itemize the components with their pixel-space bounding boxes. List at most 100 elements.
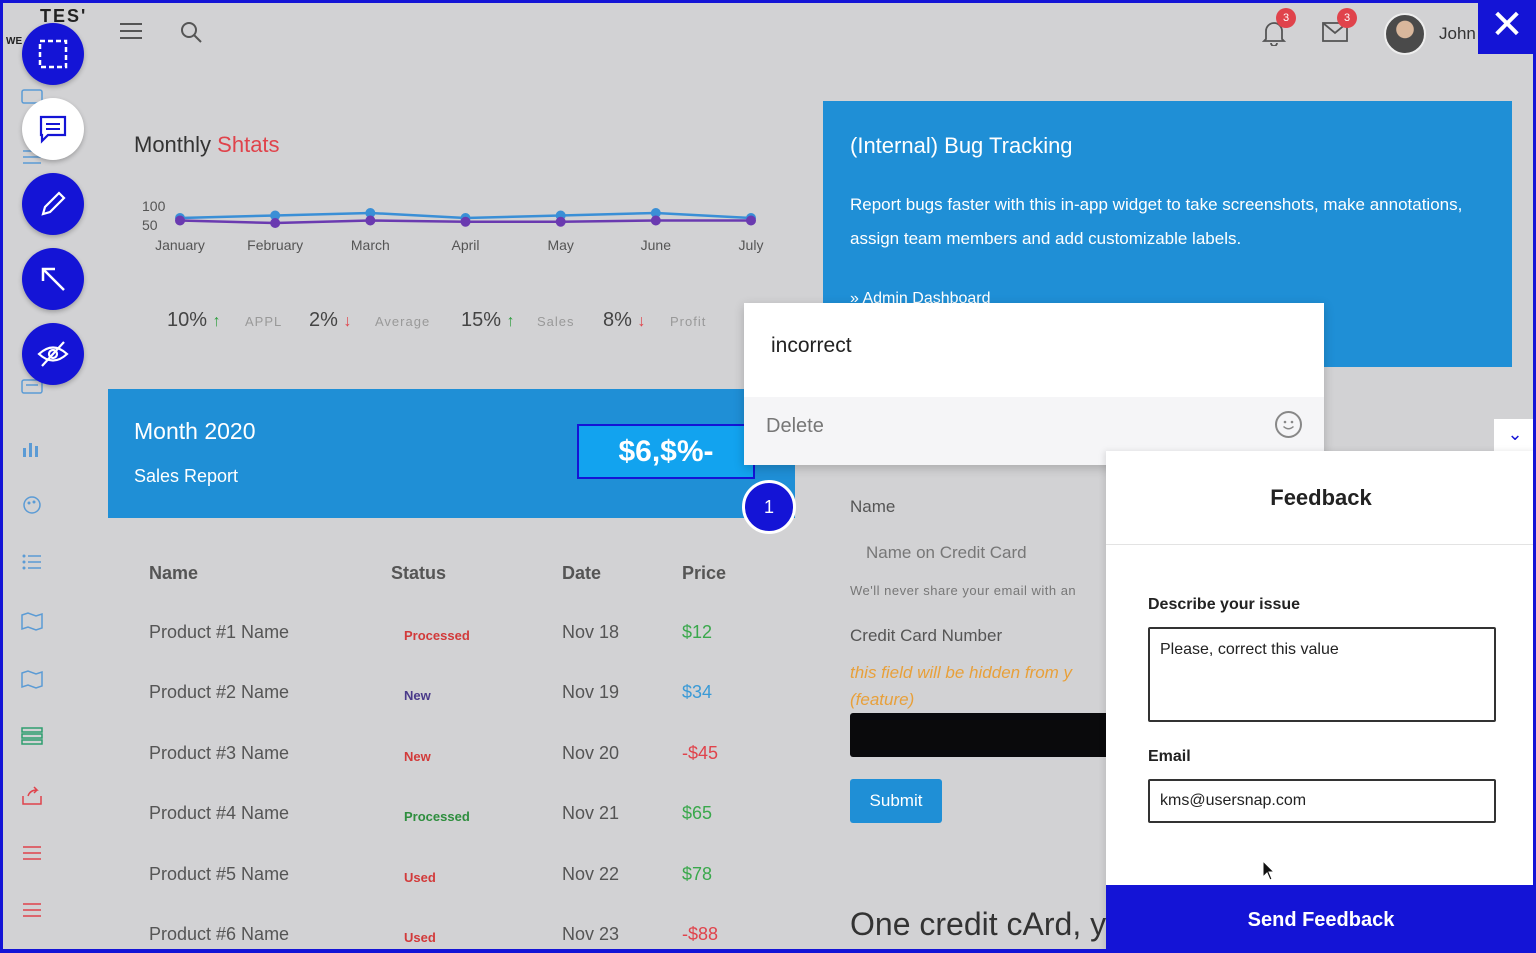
table-row[interactable]: Product #3 Name New Nov 20 -$45 bbox=[0, 743, 760, 803]
avatar[interactable] bbox=[1384, 13, 1426, 55]
table-header-price: Price bbox=[682, 563, 727, 583]
kpi-profit-value: 8% ↓ bbox=[603, 309, 645, 332]
kpi-sales-value: 15% ↑ bbox=[461, 309, 515, 332]
arrow-up-icon: ↑ bbox=[506, 313, 515, 330]
product-date: Nov 20 bbox=[562, 743, 620, 763]
close-button[interactable]: ✕ bbox=[1478, 0, 1536, 54]
red-list-icon[interactable] bbox=[20, 843, 46, 863]
table-row[interactable]: Product #6 Name Used Nov 23 -$88 bbox=[0, 924, 760, 953]
send-feedback-button[interactable]: Send Feedback bbox=[1106, 885, 1536, 953]
delete-button[interactable]: Delete bbox=[766, 415, 824, 437]
form-help-text: We'll never share your email with an bbox=[850, 583, 1077, 598]
table-header-name: Name bbox=[149, 563, 199, 583]
red-list-icon[interactable] bbox=[20, 900, 46, 920]
map-icon[interactable] bbox=[20, 669, 46, 689]
kpi-label: Profit bbox=[670, 314, 707, 329]
status-badge: New bbox=[404, 749, 431, 764]
stats-title-prefix: Monthly bbox=[134, 132, 212, 157]
data-point bbox=[270, 210, 281, 221]
data-point bbox=[460, 216, 471, 227]
y-tick-label: 100 bbox=[142, 198, 166, 214]
comment-input[interactable]: incorrect bbox=[771, 334, 852, 357]
emoji-icon[interactable] bbox=[1275, 411, 1302, 438]
table-header-status: Status bbox=[391, 563, 447, 583]
feedback-panel: Feedback Describe your issue Please, cor… bbox=[1106, 451, 1536, 953]
section-heading: One credit cArd, y bbox=[850, 906, 1107, 942]
data-point bbox=[555, 216, 566, 227]
product-date: Nov 21 bbox=[562, 803, 620, 823]
kpi-value: 15% bbox=[461, 309, 502, 331]
hidden-field-note: this field will be hidden from y bbox=[850, 663, 1073, 682]
table-row[interactable]: Product #1 Name Processed Nov 18 $12 bbox=[0, 622, 760, 682]
brand-logo: TES' bbox=[40, 6, 88, 26]
kpi-label: APPL bbox=[245, 314, 283, 329]
product-date: Nov 19 bbox=[562, 682, 620, 702]
comment-popover: incorrect Delete bbox=[744, 303, 1324, 465]
comment-tool-button[interactable] bbox=[22, 98, 84, 160]
monthly-line-chart: 100 50 January February March April May June Jul… bbox=[142, 198, 763, 253]
arrow-down-icon: ↓ bbox=[343, 313, 352, 330]
product-name: Product #3 Name bbox=[149, 743, 290, 763]
feedback-header: Feedback bbox=[1106, 451, 1536, 545]
kpi-value: 2% bbox=[309, 309, 338, 331]
kpi-average-value: 2% ↓ bbox=[309, 309, 351, 332]
product-name: Product #6 Name bbox=[149, 924, 290, 944]
brand-subtitle: WE bbox=[6, 36, 23, 47]
bug-card-text: Report bugs faster with this in-app widg… bbox=[850, 195, 1463, 248]
bullet-list-icon[interactable] bbox=[20, 552, 46, 572]
arrow-tool-button[interactable] bbox=[22, 248, 84, 310]
product-name: Product #1 Name bbox=[149, 622, 290, 642]
pencil-tool-button[interactable] bbox=[22, 173, 84, 235]
product-date: Nov 22 bbox=[562, 864, 620, 884]
arrow-down-icon: ↓ bbox=[637, 313, 646, 330]
email-label: Email bbox=[1148, 748, 1191, 765]
feature-note: (feature) bbox=[850, 690, 915, 709]
month-title: Month 2020 bbox=[134, 418, 256, 444]
name-input[interactable]: Name on Credit Card bbox=[866, 543, 1027, 562]
table-row[interactable]: Product #2 Name New Nov 19 $34 bbox=[0, 682, 760, 742]
data-point bbox=[365, 215, 376, 226]
kpi-label: Average bbox=[375, 314, 431, 329]
data-point bbox=[650, 215, 661, 226]
submit-button[interactable]: Submit bbox=[850, 779, 942, 823]
palette-icon[interactable] bbox=[20, 495, 46, 515]
product-name: Product #4 Name bbox=[149, 803, 290, 823]
collapse-feedback-button[interactable]: ⌄ bbox=[1494, 419, 1536, 451]
annotation-marker[interactable]: 1 bbox=[742, 480, 796, 534]
table-row[interactable]: Product #4 Name Processed Nov 21 $65 bbox=[0, 803, 760, 863]
select-area-tool-button[interactable] bbox=[22, 23, 84, 85]
data-point bbox=[365, 208, 376, 218]
table-row[interactable]: Product #5 Name Used Nov 22 $78 bbox=[0, 864, 760, 924]
product-price: $12 bbox=[682, 622, 713, 642]
product-price: $34 bbox=[682, 682, 713, 702]
product-price: -$88 bbox=[682, 924, 719, 944]
table-icon[interactable] bbox=[20, 726, 46, 746]
x-tick-label: March bbox=[351, 237, 390, 253]
status-badge: Processed bbox=[404, 628, 470, 643]
bar-chart-icon[interactable] bbox=[20, 438, 46, 458]
chat-icon[interactable] bbox=[20, 88, 46, 108]
comment-icon bbox=[39, 115, 67, 144]
hide-tool-button[interactable] bbox=[22, 323, 84, 385]
menu-icon[interactable] bbox=[120, 22, 142, 45]
x-tick-label: April bbox=[451, 237, 479, 253]
data-point bbox=[746, 215, 756, 226]
select-area-icon bbox=[38, 39, 68, 69]
arrow-up-icon: ↑ bbox=[212, 313, 221, 330]
search-icon[interactable] bbox=[179, 20, 203, 49]
describe-issue-textarea[interactable]: Please, correct this value bbox=[1148, 627, 1496, 722]
map-icon[interactable] bbox=[20, 611, 46, 631]
notifications-badge: 3 bbox=[1276, 8, 1296, 28]
credit-card-input[interactable] bbox=[850, 713, 1110, 757]
message-icon[interactable] bbox=[20, 378, 46, 398]
month-subtitle: Sales Report bbox=[134, 466, 239, 486]
user-name[interactable]: John bbox=[1439, 24, 1476, 43]
kpi-value: 10% bbox=[167, 309, 208, 331]
email-field[interactable]: kms@usersnap.com bbox=[1148, 779, 1496, 823]
highlighted-value[interactable]: $6,$%- bbox=[577, 424, 755, 479]
x-tick-label: May bbox=[547, 237, 573, 253]
feedback-title: Feedback bbox=[1270, 485, 1372, 510]
admin-dashboard-link[interactable]: » Admin Dashboard bbox=[850, 290, 991, 307]
share-icon[interactable] bbox=[20, 786, 46, 806]
product-price: -$45 bbox=[682, 743, 719, 763]
